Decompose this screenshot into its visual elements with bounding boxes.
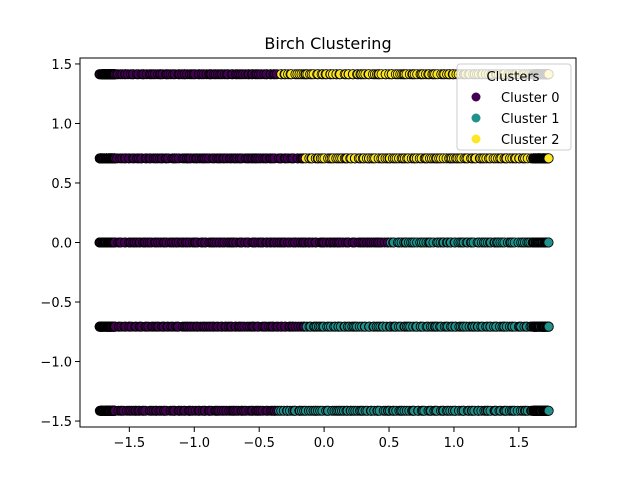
data-point bbox=[543, 321, 554, 332]
legend-label-cluster-1: Cluster 1 bbox=[501, 112, 560, 127]
x-tick-label: 0.5 bbox=[379, 436, 400, 451]
x-tick-label: −1.0 bbox=[178, 436, 210, 451]
legend-label-cluster-0: Cluster 0 bbox=[501, 91, 560, 106]
y-tick-label: −1.0 bbox=[40, 356, 72, 371]
x-tick-label: 1.5 bbox=[509, 436, 530, 451]
legend-marker-cluster-2 bbox=[471, 134, 481, 144]
x-axis: −1.5 −1.0 −0.5 0.0 0.5 1.0 1.5 bbox=[114, 427, 530, 451]
y-tick-label: 1.5 bbox=[51, 58, 72, 73]
x-tick-label: 1.0 bbox=[444, 436, 465, 451]
y-tick-label: 1.0 bbox=[51, 117, 72, 132]
legend-label-cluster-2: Cluster 2 bbox=[501, 133, 560, 148]
x-tick-label: 0.0 bbox=[314, 436, 335, 451]
legend-marker-cluster-1 bbox=[471, 113, 481, 123]
y-tick-label: −1.5 bbox=[40, 415, 72, 430]
chart-title: Birch Clustering bbox=[264, 34, 391, 53]
data-point bbox=[543, 405, 554, 416]
y-tick-label: 0.0 bbox=[51, 237, 72, 252]
x-tick-label: −1.5 bbox=[114, 436, 146, 451]
legend: Clusters Cluster 0 Cluster 1 Cluster 2 bbox=[456, 63, 572, 151]
points-layer bbox=[94, 69, 554, 416]
legend-box bbox=[456, 63, 572, 151]
y-axis: −1.5 −1.0 −0.5 0.0 0.5 1.0 1.5 bbox=[40, 58, 80, 430]
legend-title: Clusters bbox=[487, 70, 540, 85]
x-tick-label: −0.5 bbox=[243, 436, 275, 451]
data-point bbox=[543, 237, 554, 248]
y-tick-label: 0.5 bbox=[51, 177, 72, 192]
y-tick-label: −0.5 bbox=[40, 296, 72, 311]
legend-marker-cluster-0 bbox=[471, 92, 481, 102]
data-point bbox=[543, 153, 554, 164]
